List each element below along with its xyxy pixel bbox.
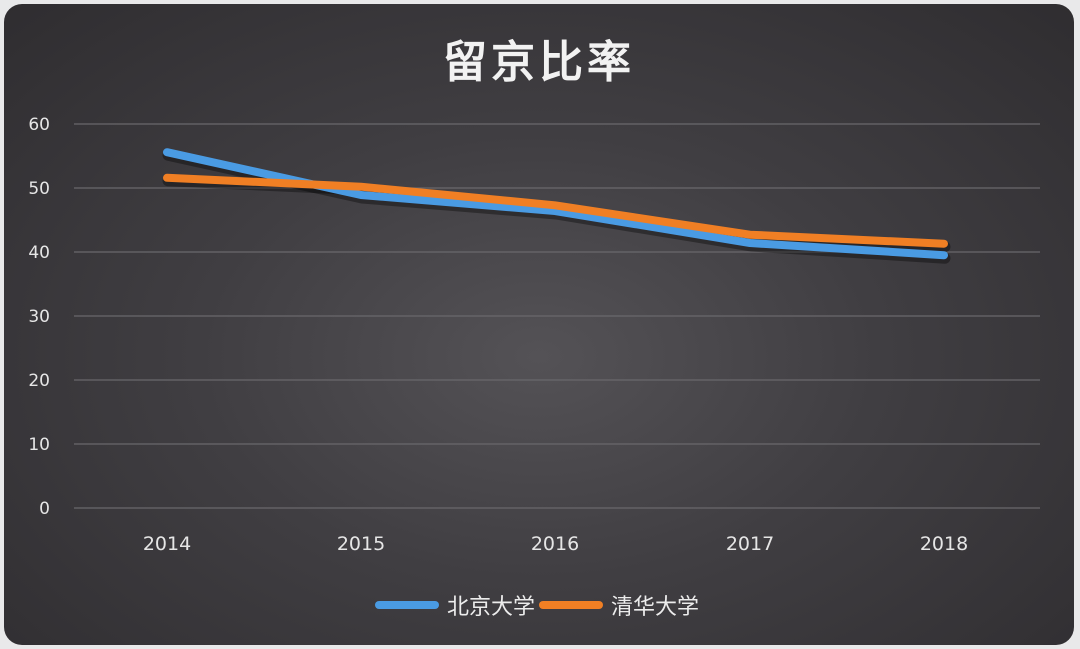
y-tick-label: 0 xyxy=(39,499,50,519)
y-tick-label: 40 xyxy=(28,243,50,263)
legend-swatch-pku xyxy=(374,601,439,609)
y-axis: 0 10 20 30 40 50 60 xyxy=(28,115,50,519)
chart-title: 留京比率 xyxy=(443,37,635,88)
y-tick-label: 50 xyxy=(28,179,50,199)
legend: 北京大学 清华大学 xyxy=(4,589,1074,621)
x-axis: 2014 2015 2016 2017 2018 xyxy=(143,533,968,555)
plot-area: 0 10 20 30 40 50 60 2014 2015 2016 2017 2018 xyxy=(28,115,1040,555)
x-tick-label: 2014 xyxy=(143,533,191,555)
legend-item-pku: 北京大学 xyxy=(374,589,539,621)
legend-label-pku: 北京大学 xyxy=(446,595,535,620)
y-tick-label: 30 xyxy=(28,307,50,327)
y-tick-label: 60 xyxy=(28,115,50,135)
legend-item-thu: 清华大学 xyxy=(539,589,703,621)
series-lines xyxy=(162,148,951,264)
chart-card: 留京比率 0 10 20 30 40 50 60 2014 2015 2016 2017 2018 … xyxy=(4,4,1074,645)
x-tick-label: 2018 xyxy=(920,533,968,555)
series-line-1 xyxy=(163,173,948,248)
gridlines xyxy=(74,123,1040,509)
y-tick-label: 10 xyxy=(28,435,50,455)
legend-swatch-thu xyxy=(539,601,603,609)
x-tick-label: 2015 xyxy=(337,533,385,555)
x-tick-label: 2016 xyxy=(531,533,579,555)
x-tick-label: 2017 xyxy=(726,533,774,555)
y-tick-label: 20 xyxy=(28,371,50,391)
legend-label-thu: 清华大学 xyxy=(611,595,700,620)
